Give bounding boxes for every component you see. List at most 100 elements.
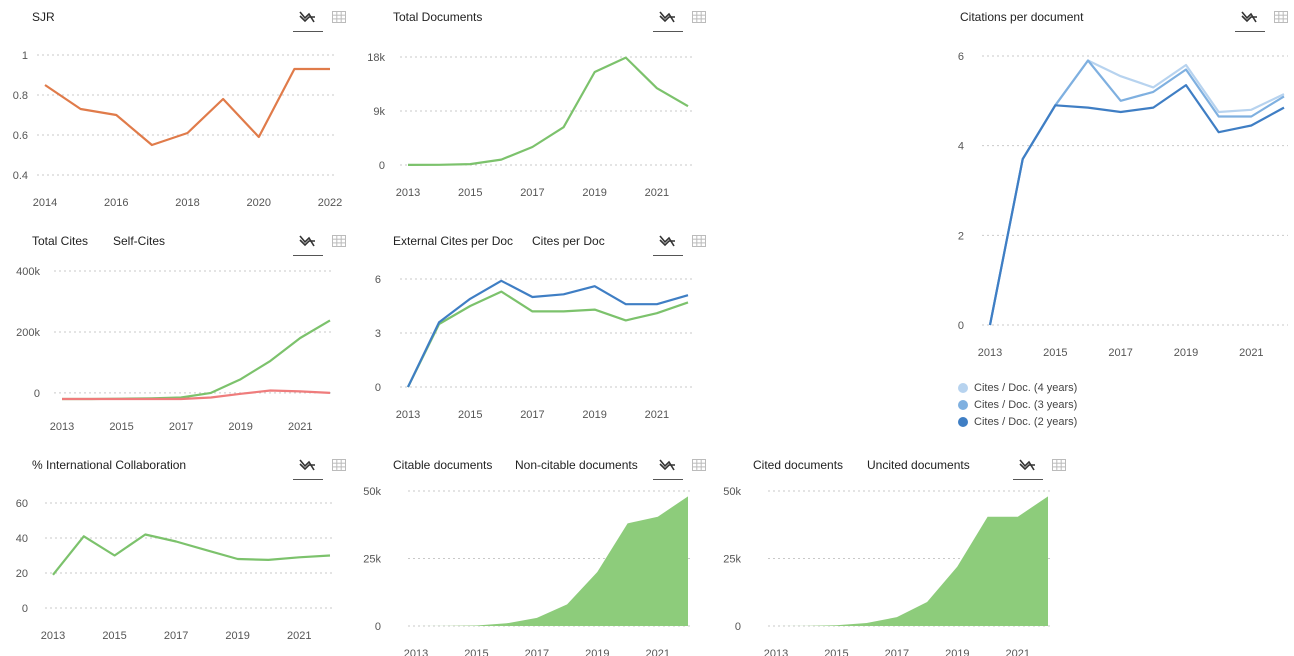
table-icon[interactable] bbox=[1051, 457, 1067, 473]
chart-panel-total-documents: Total Documents 18k 9k 0 2013 2015 2017 2019 202… bbox=[358, 10, 708, 210]
y-tick-label: 0 bbox=[735, 621, 741, 633]
y-tick-label: 0 bbox=[379, 160, 385, 172]
chart-tools bbox=[653, 6, 713, 32]
chart-title[interactable]: Non-citable documents bbox=[515, 458, 638, 472]
y-tick-label: 0 bbox=[958, 320, 964, 332]
x-tick-label: 2017 bbox=[520, 187, 544, 199]
chart-panel-citable-documents: Citable documents Non-citable documents 50… bbox=[358, 458, 708, 656]
y-tick-label: 200k bbox=[16, 327, 40, 339]
x-tick-label: 2017 bbox=[1108, 347, 1132, 359]
y-tick-label: 6 bbox=[375, 274, 381, 286]
table-icon[interactable] bbox=[331, 233, 347, 249]
line-chart-icon[interactable] bbox=[653, 454, 683, 480]
y-tick-label: 40 bbox=[16, 533, 28, 545]
legend-item-2-years[interactable]: Cites / Doc. (2 years) bbox=[958, 413, 1077, 430]
x-tick-label: 2017 bbox=[525, 648, 549, 656]
chart-title[interactable]: Uncited documents bbox=[867, 458, 970, 472]
y-tick-label: 0 bbox=[22, 603, 28, 615]
x-tick-label: 2015 bbox=[464, 648, 488, 656]
y-tick-label: 18k bbox=[367, 52, 385, 64]
chart-title[interactable]: External Cites per Doc bbox=[393, 234, 514, 248]
x-tick-label: 2015 bbox=[1043, 347, 1067, 359]
x-tick-label: 2013 bbox=[396, 409, 420, 421]
y-tick-label: 3 bbox=[375, 328, 381, 340]
line-chart-icon[interactable] bbox=[293, 454, 323, 480]
chart-tools bbox=[1235, 6, 1294, 32]
line-chart-icon[interactable] bbox=[293, 230, 323, 256]
line-series-1[interactable] bbox=[62, 389, 331, 401]
x-tick-label: 2022 bbox=[318, 197, 342, 209]
y-tick-label: 4 bbox=[958, 141, 964, 153]
y-tick-label: 0 bbox=[375, 382, 381, 394]
table-icon[interactable] bbox=[331, 9, 347, 25]
y-tick-label: 1 bbox=[22, 50, 28, 62]
table-icon[interactable] bbox=[691, 9, 707, 25]
area-series-1[interactable] bbox=[416, 496, 688, 626]
line-series-1[interactable] bbox=[988, 59, 1285, 326]
chart-panel-external-cites: External Cites per Doc Cites per Doc 6 3 0 20… bbox=[358, 234, 708, 434]
x-tick-label: 2013 bbox=[978, 347, 1002, 359]
legend-label-3-years: Cites / Doc. (3 years) bbox=[974, 398, 1078, 411]
line-series-0[interactable] bbox=[407, 56, 689, 166]
legend-item-3-years[interactable]: Cites / Doc. (3 years) bbox=[958, 396, 1077, 413]
x-tick-label: 2020 bbox=[247, 197, 271, 209]
table-icon[interactable] bbox=[691, 233, 707, 249]
chart-title: SJR bbox=[32, 10, 55, 24]
y-tick-label: 0.4 bbox=[13, 170, 28, 182]
x-tick-label: 2021 bbox=[1006, 648, 1030, 656]
x-tick-label: 2013 bbox=[404, 648, 428, 656]
chart-title[interactable]: Self-Cites bbox=[113, 234, 166, 248]
legend-label-2-years: Cites / Doc. (2 years) bbox=[974, 415, 1078, 428]
line-series-2[interactable] bbox=[988, 83, 1285, 326]
x-tick-label: 2017 bbox=[520, 409, 544, 421]
chart-svg: 1 0.8 0.6 0.4 2014 2016 2018 2020 2022 bbox=[13, 50, 343, 209]
line-series-0[interactable] bbox=[407, 290, 689, 388]
line-chart-icon[interactable] bbox=[1235, 6, 1265, 32]
chart-title[interactable]: Cited documents bbox=[753, 458, 844, 472]
legend-item-4-years[interactable]: Cites / Doc. (4 years) bbox=[958, 379, 1077, 396]
chart-title[interactable]: Citable documents bbox=[393, 458, 493, 472]
x-tick-label: 2017 bbox=[169, 421, 193, 433]
chart-tools bbox=[653, 230, 713, 256]
chart-tools bbox=[293, 6, 353, 32]
table-icon[interactable] bbox=[1273, 9, 1289, 25]
chart-svg: 6 3 0 2013 2015 2017 2019 2021 bbox=[375, 274, 692, 421]
x-tick-label: 2019 bbox=[1174, 347, 1198, 359]
chart-title[interactable]: Cites per Doc bbox=[532, 234, 605, 248]
chart-tools bbox=[653, 454, 713, 480]
chart-title: % International Collaboration bbox=[32, 458, 187, 472]
x-tick-label: 2015 bbox=[824, 648, 848, 656]
x-tick-label: 2015 bbox=[109, 421, 133, 433]
chart-tools bbox=[293, 454, 353, 480]
x-tick-label: 2019 bbox=[582, 187, 606, 199]
chart-title[interactable]: Total Cites bbox=[32, 234, 89, 248]
line-series-0[interactable] bbox=[44, 67, 330, 147]
x-tick-label: 2017 bbox=[164, 630, 188, 642]
line-chart-icon[interactable] bbox=[293, 6, 323, 32]
line-series-0[interactable] bbox=[988, 59, 1285, 326]
line-chart-icon[interactable] bbox=[653, 230, 683, 256]
area-series-1[interactable] bbox=[776, 496, 1048, 626]
x-tick-label: 2021 bbox=[288, 421, 312, 433]
line-chart-icon[interactable] bbox=[1013, 454, 1043, 480]
y-tick-label: 6 bbox=[958, 51, 964, 63]
legend-dot-4-years bbox=[958, 382, 968, 393]
line-series-1[interactable] bbox=[407, 279, 689, 388]
chart-tools bbox=[293, 230, 353, 256]
x-tick-label: 2021 bbox=[646, 648, 670, 656]
line-series-0[interactable] bbox=[52, 533, 331, 576]
table-icon[interactable] bbox=[691, 457, 707, 473]
y-tick-label: 2 bbox=[958, 230, 964, 242]
x-tick-label: 2015 bbox=[458, 187, 482, 199]
y-tick-label: 0 bbox=[34, 388, 40, 400]
legend-dot-3-years bbox=[958, 399, 968, 410]
y-tick-label: 0.6 bbox=[13, 130, 28, 142]
y-tick-label: 50k bbox=[363, 486, 381, 498]
y-tick-label: 60 bbox=[16, 498, 28, 510]
table-icon[interactable] bbox=[331, 457, 347, 473]
chart-panel-total-cites: Total Cites Self-Cites 400k 200k 0 2013 2015 20… bbox=[0, 234, 350, 434]
x-tick-label: 2021 bbox=[645, 187, 669, 199]
chart-svg: 6 4 2 0 2013 2015 2017 2019 2021 bbox=[958, 51, 1288, 359]
x-tick-label: 2013 bbox=[50, 421, 74, 433]
line-chart-icon[interactable] bbox=[653, 6, 683, 32]
